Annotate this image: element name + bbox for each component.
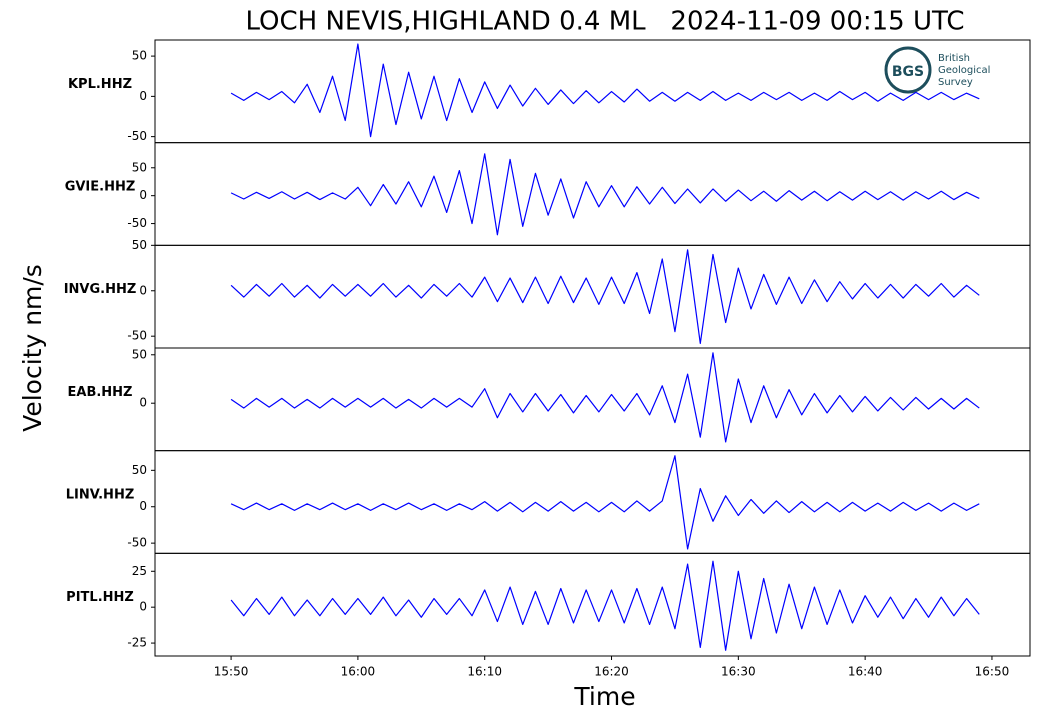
x-tick-label: 15:50 — [214, 665, 249, 679]
x-tick-label: 16:20 — [594, 665, 629, 679]
x-tick-label: 16:40 — [848, 665, 883, 679]
y-tick-label: -50 — [127, 329, 147, 343]
y-tick-label: 50 — [132, 347, 147, 361]
station-label: EAB.HHZ — [68, 385, 133, 400]
logo-text: Survey — [938, 77, 973, 88]
y-tick-label: 50 — [132, 463, 147, 477]
logo-text: Geological — [938, 65, 990, 76]
logo-mark: BGS — [892, 64, 924, 80]
y-tick-label: 25 — [132, 564, 147, 578]
y-tick-label: -25 — [127, 636, 147, 650]
y-tick-label: 50 — [132, 238, 147, 252]
panel-frame — [154, 552, 1031, 657]
y-tick-label: -50 — [127, 129, 147, 143]
y-tick-label: -50 — [127, 536, 147, 550]
station-label: KPL.HHZ — [68, 77, 132, 92]
y-tick-label: 0 — [139, 396, 147, 410]
y-tick-label: 0 — [139, 499, 147, 513]
y-tick-label: 0 — [139, 188, 147, 202]
logo-ring — [884, 46, 932, 94]
y-tick-label: 0 — [139, 600, 147, 614]
y-tick-label: 50 — [132, 160, 147, 174]
panel-frame — [154, 244, 1031, 349]
x-tick-label: 16:30 — [721, 665, 756, 679]
waveform — [230, 352, 980, 443]
x-axis-label: Time — [573, 682, 635, 711]
waveform — [230, 153, 980, 236]
y-tick-label: -50 — [127, 216, 147, 230]
station-label: INVG.HHZ — [64, 282, 137, 297]
y-tick-label: 0 — [139, 89, 147, 103]
panel-frame — [154, 347, 1031, 452]
waveform — [230, 43, 980, 138]
station-label: LINV.HHZ — [66, 488, 135, 503]
y-tick-label: 0 — [139, 283, 147, 297]
chart-title: LOCH NEVIS,HIGHLAND 0.4 ML 2024-11-09 00… — [245, 7, 964, 37]
x-tick-label: 16:50 — [975, 665, 1010, 679]
x-tick-label: 16:00 — [341, 665, 376, 679]
waveform — [230, 455, 980, 550]
logo-text: British — [938, 53, 970, 64]
x-tick-label: 16:10 — [467, 665, 502, 679]
station-label: PITL.HHZ — [66, 590, 134, 605]
waveform — [230, 249, 980, 345]
panel-frame — [154, 450, 1031, 554]
y-axis-label: Velocity nm/s — [18, 264, 47, 432]
station-label: GVIE.HHZ — [65, 180, 136, 195]
logo: BGS British Geological Survey — [884, 46, 990, 94]
waveform — [230, 560, 980, 651]
y-tick-label: 50 — [132, 49, 147, 63]
